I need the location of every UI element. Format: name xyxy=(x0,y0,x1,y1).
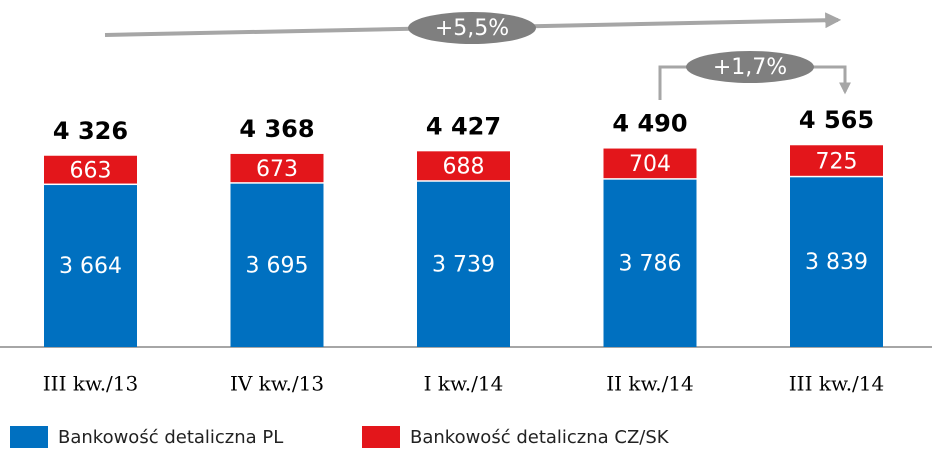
bar-segment xyxy=(230,183,324,347)
legend-swatch xyxy=(10,426,48,448)
x-tick-label: III kw./14 xyxy=(789,372,884,396)
total-label: 4 326 xyxy=(53,117,128,145)
value-label: 3 739 xyxy=(432,252,495,277)
value-label: 673 xyxy=(256,157,298,182)
bar-segment xyxy=(44,185,137,347)
bar-segment xyxy=(417,151,510,181)
bar-segment xyxy=(790,145,883,176)
bar-segment xyxy=(790,177,883,347)
annotation: +1,7% xyxy=(713,55,787,80)
value-label: 725 xyxy=(816,149,858,174)
value-label: 688 xyxy=(443,155,485,180)
x-tick-label: I kw./14 xyxy=(424,372,504,396)
total-label: 4 427 xyxy=(426,112,501,140)
annotation-pill xyxy=(686,51,814,83)
x-tick-label: II kw./14 xyxy=(606,372,694,396)
value-label: 663 xyxy=(70,158,112,183)
bar-segment xyxy=(603,148,697,179)
value-label: 3 786 xyxy=(619,251,682,276)
total-label: 4 490 xyxy=(612,110,687,138)
bar-segment xyxy=(230,153,324,183)
annotation: +5,5% xyxy=(435,16,509,41)
legend-swatch xyxy=(362,426,400,448)
value-label: 704 xyxy=(629,152,671,177)
bar-segment xyxy=(44,155,137,184)
bar-segment xyxy=(417,181,510,347)
annotation-pill xyxy=(408,12,536,44)
value-label: 3 839 xyxy=(805,250,868,275)
x-tick-label: III kw./13 xyxy=(43,372,138,396)
value-label: 3 695 xyxy=(246,253,309,278)
bar-segment xyxy=(603,179,697,347)
legend-label: Bankowość detaliczna PL xyxy=(58,427,283,448)
legend-label: Bankowość detaliczna CZ/SK xyxy=(410,427,670,448)
total-label: 4 368 xyxy=(239,115,314,143)
x-tick-label: IV kw./13 xyxy=(230,372,324,396)
total-label: 4 565 xyxy=(799,106,874,134)
value-label: 3 664 xyxy=(59,254,122,279)
